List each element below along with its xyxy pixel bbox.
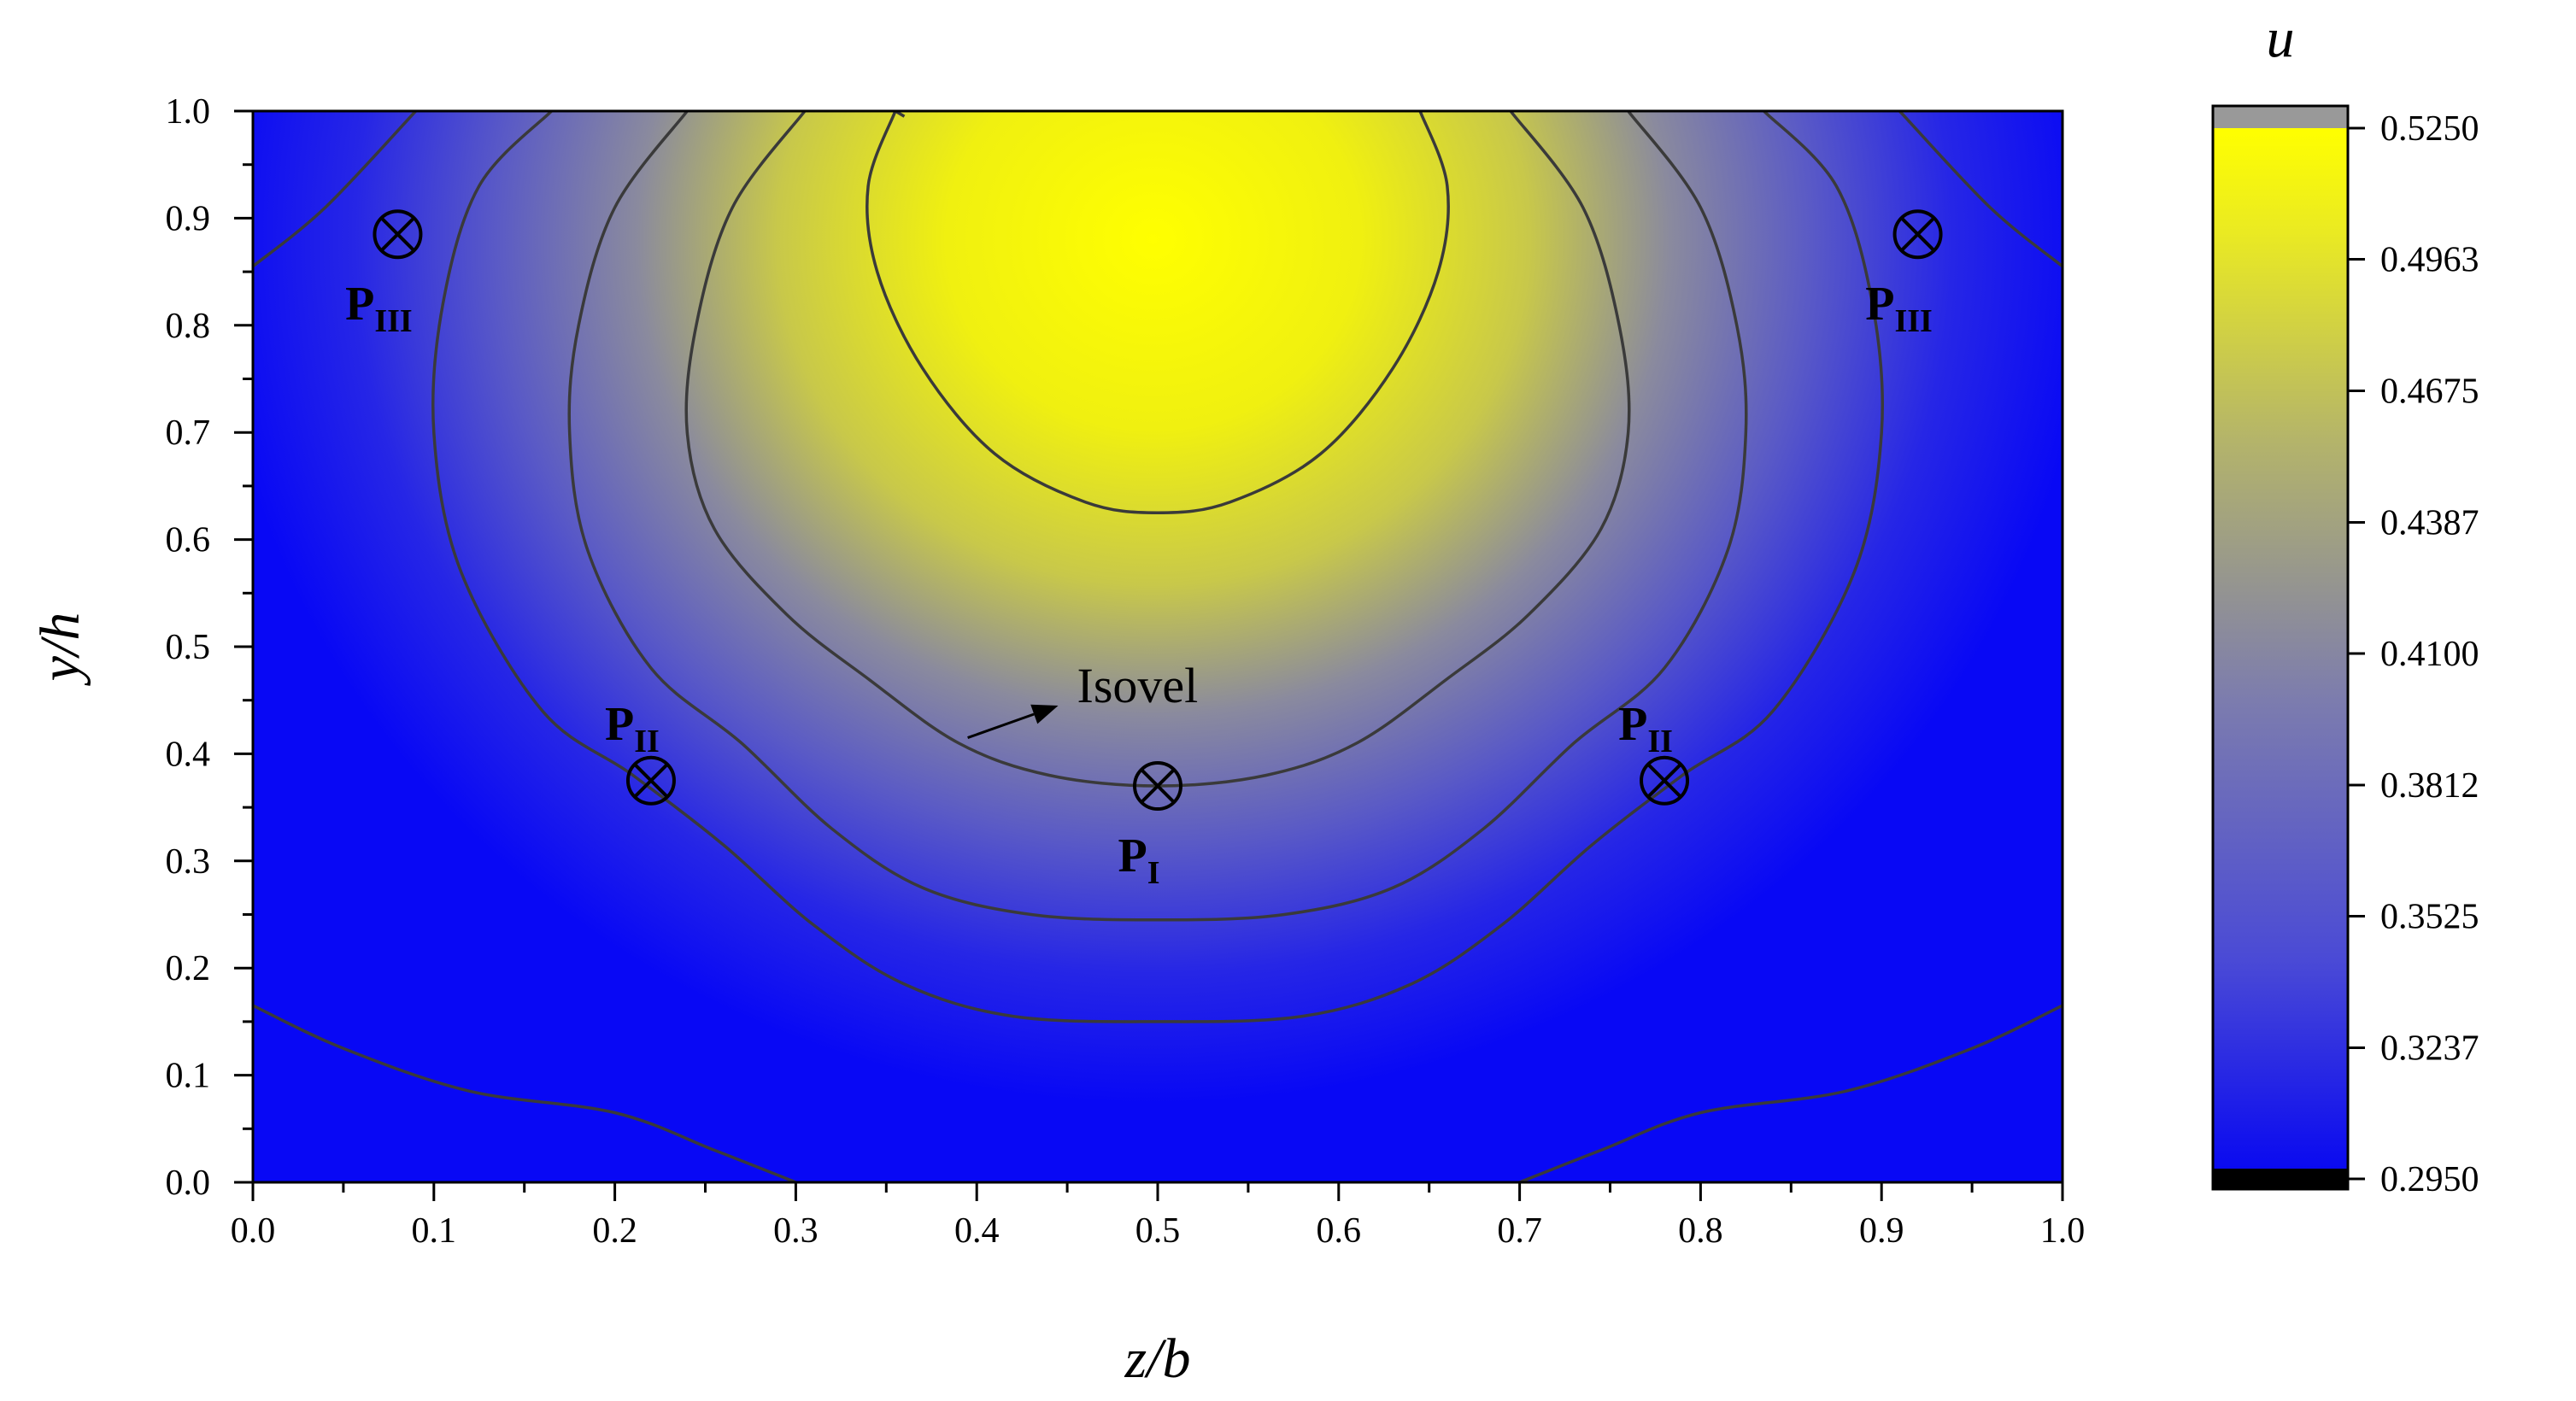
probe-marker-circle (1133, 761, 1182, 812)
y-tick-label: 0.3 (166, 842, 211, 882)
probe-marker-cross (379, 216, 415, 252)
probe-marker-cross (1140, 768, 1176, 804)
isovel-line (567, 111, 1748, 922)
probe-marker-cross (1900, 216, 1936, 252)
probe-marker: PIII (1865, 209, 1943, 339)
isovel-annotation: Isovel (967, 658, 1199, 740)
probe-marker-circle (373, 209, 423, 260)
probe-marker-circle (625, 755, 676, 806)
x-tick-label: 0.3 (773, 1211, 819, 1251)
probe-marker-circle (1640, 755, 1690, 806)
isovel-line (866, 111, 1450, 515)
x-tick-label: 0.2 (592, 1211, 637, 1251)
isovel-label: Isovel (1077, 658, 1199, 713)
contour-field (253, 111, 2063, 1182)
x-tick-label: 0.9 (1859, 1211, 1904, 1251)
isovel-line (1518, 1004, 2063, 1182)
isovel-line (253, 1004, 797, 1182)
colorbar-ramp (2213, 128, 2348, 1169)
x-tick-label: 0.7 (1497, 1211, 1542, 1251)
y-axis: 0.0 0.1 0.2 0.3 0.4 0.5 0.6 0.7 0.8 0.9 1.0 (166, 92, 253, 1203)
y-tick-label: 1.0 (166, 92, 211, 132)
x-tick-label: 0.4 (954, 1211, 1000, 1251)
x-axis: 0.0 0.1 0.2 0.3 0.4 0.5 0.6 0.7 0.8 0.9 1.0 (231, 1182, 2086, 1251)
y-tick-label: 0.0 (166, 1164, 211, 1203)
x-axis-title: z/b (1124, 1328, 1190, 1390)
colorbar-tick-label: 0.3237 (2380, 1029, 2479, 1069)
y-tick-label: 0.6 (166, 521, 211, 560)
y-axis-title: y/h (29, 613, 91, 687)
x-tick-label: 1.0 (2040, 1211, 2086, 1251)
isovel-line (1898, 111, 2063, 268)
isovel-arrow (967, 712, 1035, 740)
x-tick-label: 0.8 (1678, 1211, 1723, 1251)
x-tick-label: 0.1 (412, 1211, 457, 1251)
colorbar-tick-label: 0.2950 (2380, 1160, 2479, 1199)
colorbar: 0.2950 0.3237 0.3525 0.3812 0.4100 0.4387 0.46… (2211, 7, 2479, 1199)
colorbar-frame (2211, 104, 2350, 1191)
probe-marker: PI (1118, 761, 1182, 891)
y-tick-label: 0.8 (166, 307, 211, 346)
y-tick-label: 0.2 (166, 949, 211, 988)
y-tick-label: 0.5 (166, 628, 211, 667)
colorbar-tick-label: 0.5250 (2380, 109, 2479, 149)
y-tick-label: 0.9 (166, 199, 211, 238)
colorbar-over (2213, 106, 2348, 128)
colorbar-tick-label: 0.3812 (2380, 766, 2479, 806)
y-tick-label: 0.4 (166, 735, 211, 774)
isovel-line (253, 111, 417, 268)
isovel-line (431, 111, 1885, 1023)
colorbar-tick-label: 0.4387 (2380, 504, 2479, 543)
x-tick-label: 0.0 (231, 1211, 276, 1251)
colorbar-tick-label: 0.3525 (2380, 898, 2479, 937)
colorbar-tick-label: 0.4100 (2380, 635, 2479, 674)
colorbar-tick-label: 0.4963 (2380, 240, 2479, 279)
probe-marker-cross (633, 763, 669, 799)
isovel-arrowhead (1030, 704, 1059, 724)
probe-marker-cross (1646, 763, 1682, 799)
x-tick-label: 0.6 (1317, 1211, 1362, 1251)
x-tick-label: 0.5 (1135, 1211, 1181, 1251)
y-tick-label: 0.1 (166, 1057, 211, 1096)
colorbar-under (2213, 1169, 2348, 1189)
probe-marker-circle (1892, 209, 1943, 260)
colorbar-title: u (2267, 7, 2295, 69)
isovel-lines (253, 111, 2063, 1182)
y-tick-label: 0.7 (166, 413, 211, 453)
colorbar-tick-label: 0.4675 (2380, 372, 2479, 412)
